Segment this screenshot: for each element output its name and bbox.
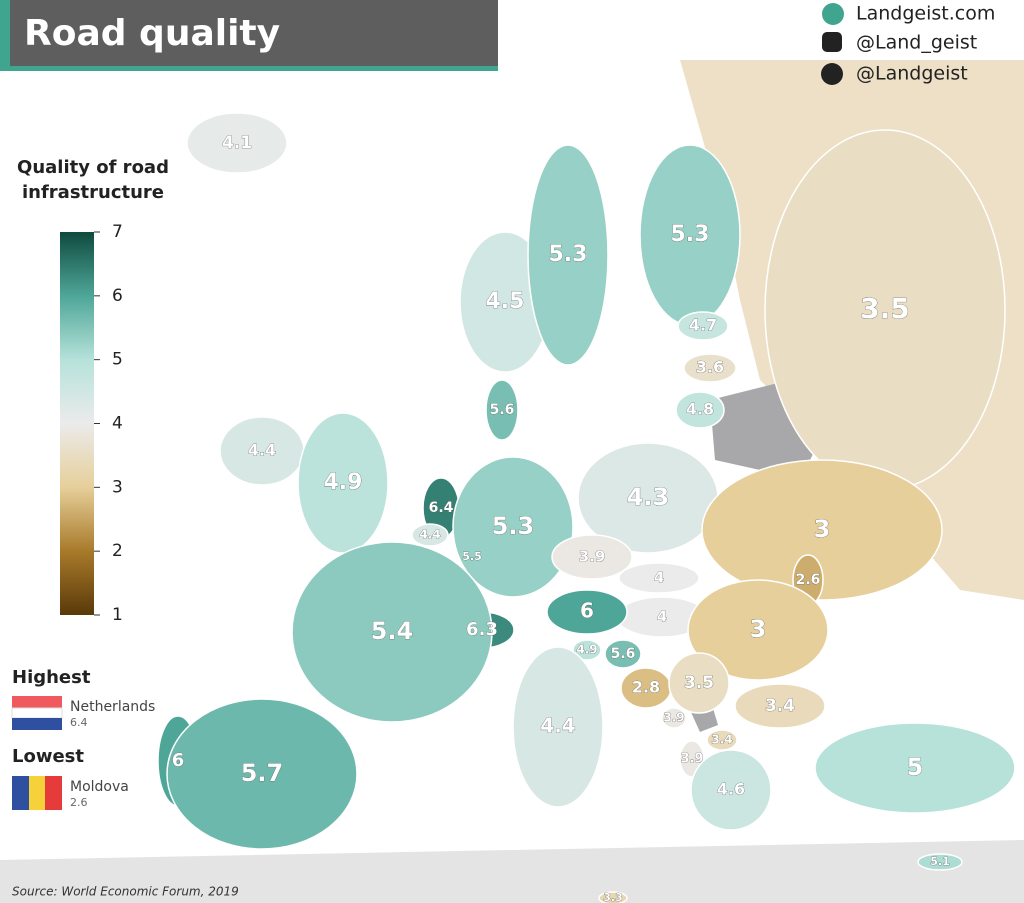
region-value: 4.9 [576, 643, 597, 657]
region-value: 5.3 [671, 222, 710, 247]
moldova-flag [12, 776, 62, 810]
region-value: 3.4 [711, 733, 732, 747]
lowest-heading: Lowest [12, 746, 84, 767]
region [291, 541, 493, 723]
title-bar [0, 0, 498, 70]
region [572, 639, 602, 661]
region-value: 6.3 [466, 619, 498, 640]
highest-country: Netherlands [70, 699, 155, 715]
region [668, 652, 730, 714]
region-value: 3.9 [579, 548, 606, 566]
region-value: 5.5 [462, 550, 482, 563]
legend-tick-label: 2 [112, 541, 123, 561]
region-value: 3 [750, 615, 767, 643]
region [814, 722, 1016, 814]
region-value: 4.1 [222, 133, 252, 153]
region-value: 3.9 [663, 711, 684, 725]
social-web: Landgeist.com [856, 3, 995, 25]
social-twitter: @Landgeist [856, 63, 968, 85]
highest-heading: Highest [12, 667, 91, 688]
region-value: 2.6 [796, 572, 821, 588]
region-value: 5.6 [611, 646, 636, 662]
region [690, 749, 772, 831]
title-underline [0, 66, 498, 71]
region-value: 4.6 [717, 780, 745, 799]
region [661, 707, 687, 729]
region [701, 459, 943, 601]
social-instagram: @Land_geist [856, 32, 977, 54]
legend-tick-label: 3 [112, 477, 123, 497]
region [618, 562, 700, 594]
region [687, 579, 829, 681]
region [546, 589, 628, 635]
region [677, 311, 729, 341]
region-value: 4.5 [486, 289, 525, 314]
region [166, 698, 358, 850]
region-value: 5.4 [371, 617, 414, 645]
region [527, 144, 609, 366]
regions: 4.1 4.5 5.3 5.3 3.5 4.7 3.6 4.8 5.6 4.4 4.9 6.4 4.4 5… [157, 112, 1016, 903]
region-value: 5.6 [490, 402, 515, 418]
legend-tick-label: 5 [112, 350, 123, 370]
title: Road quality [24, 13, 280, 54]
colorbar [60, 232, 94, 615]
lowest-value: 2.6 [70, 796, 88, 809]
highest-value: 6.4 [70, 716, 88, 729]
region [551, 534, 633, 580]
region-value: 5.3 [549, 242, 588, 267]
legend-tick-label: 6 [112, 286, 123, 306]
region-value: 4.3 [627, 483, 670, 511]
legend-tick-label: 7 [112, 222, 123, 242]
region-value: 4.4 [540, 714, 575, 738]
lowest-country: Moldova [70, 779, 129, 795]
netherlands-flag [11, 696, 63, 730]
region-value: 4.7 [689, 316, 717, 335]
web-icon [822, 3, 844, 25]
region-value: 6.4 [429, 500, 454, 516]
region-value: 4.9 [324, 470, 363, 495]
region-value: 3.3 [603, 891, 623, 903]
region [683, 353, 737, 383]
region-value: 4 [654, 569, 664, 587]
region-value: 4.4 [248, 441, 276, 460]
region-value: 6 [580, 599, 594, 623]
region-value: 4.8 [686, 400, 714, 419]
region-value: 5.7 [241, 759, 284, 787]
africa-background [0, 840, 1024, 903]
source: Source: World Economic Forum, 2019 [12, 885, 239, 899]
legend-tick-label: 1 [112, 605, 123, 625]
region-value: 3.4 [765, 696, 795, 716]
region [485, 379, 519, 441]
region [604, 639, 642, 669]
twitter-icon [821, 63, 843, 85]
region-value: 3.5 [684, 673, 714, 693]
instagram-icon [822, 32, 842, 52]
legend-tick-label: 4 [112, 414, 123, 434]
region [411, 523, 449, 547]
region-value: 3.6 [696, 358, 724, 377]
region [512, 646, 604, 808]
region-value: 6 [172, 750, 185, 771]
region-value: 5.1 [930, 855, 950, 868]
region-value: 4 [657, 608, 667, 626]
region-value: 3.5 [860, 292, 910, 325]
region [598, 891, 628, 903]
title-accent [0, 0, 10, 70]
region [734, 683, 826, 729]
legend-title: Quality of road infrastructure [17, 157, 169, 203]
region [706, 729, 738, 751]
region [186, 112, 288, 174]
region [917, 853, 963, 871]
region-value: 3.9 [680, 752, 703, 767]
region-value: 5 [907, 753, 924, 781]
region-value: 3 [814, 515, 831, 543]
region [675, 391, 725, 429]
region-value: 4.4 [419, 528, 440, 542]
region-value: 2.8 [632, 678, 660, 697]
region-value: 5.3 [492, 512, 535, 540]
region [452, 456, 574, 598]
